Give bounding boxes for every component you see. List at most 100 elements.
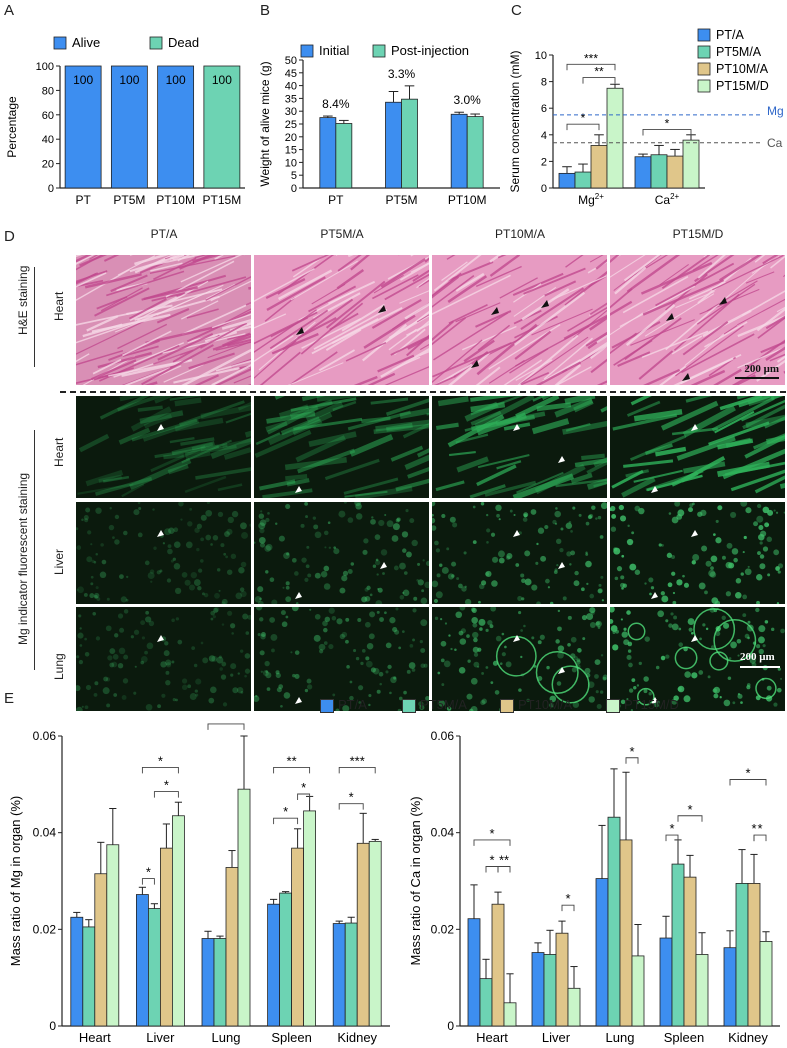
- fluor-fiber: [178, 400, 245, 426]
- y-tick-label: 0.04: [431, 826, 455, 840]
- fluor-dot: [95, 507, 102, 514]
- fluor-fiber: [373, 423, 429, 434]
- he-fiber: [760, 340, 785, 354]
- fluor-fiber: [390, 445, 424, 462]
- fluor-dot: [495, 504, 502, 512]
- fluor-fiber: [586, 478, 607, 490]
- fluor-dot: [747, 636, 750, 640]
- fluor-fiber: [244, 430, 251, 438]
- fluor-fiber: [171, 441, 215, 456]
- fluor-dot: [230, 553, 237, 560]
- fluor-dot: [470, 607, 476, 612]
- fluor-dot: [214, 592, 220, 599]
- fluor-fiber: [259, 479, 296, 491]
- fluor-dot: [300, 523, 305, 528]
- significance-bracket: [141, 766, 179, 774]
- he-fiber: [149, 255, 236, 274]
- fluor-dot: [515, 563, 520, 567]
- he-fiber: [463, 339, 495, 363]
- fluor-dot: [671, 698, 678, 705]
- he-fiber: [659, 365, 687, 385]
- he-fiber: [589, 255, 604, 263]
- fluor-dot: [91, 559, 95, 563]
- fluor-dot: [156, 570, 161, 575]
- fluor-dot: [278, 535, 285, 542]
- he-fiber: [684, 333, 725, 366]
- fluor-dot: [314, 613, 321, 620]
- he-fiber: [770, 255, 785, 269]
- fluor-fiber: [181, 439, 233, 464]
- fluor-dot: [440, 658, 445, 663]
- fluor-dot: [758, 625, 766, 633]
- he-fiber: [287, 362, 344, 385]
- he-fiber: [756, 307, 785, 332]
- fluor-vessel: [535, 651, 579, 695]
- fluor-dot: [621, 554, 625, 558]
- fluor-dot: [211, 655, 218, 662]
- fluor-dot: [626, 610, 631, 615]
- fluor-dot: [265, 670, 268, 673]
- fluor-vessel: [713, 618, 757, 662]
- he-fiber: [173, 366, 240, 384]
- he-fiber: [776, 306, 785, 313]
- y-tick-label: 35: [285, 93, 297, 105]
- fluor-dot: [120, 596, 127, 603]
- bar: [450, 113, 468, 189]
- fluor-fiber: [711, 396, 775, 432]
- he-fiber: [756, 359, 785, 382]
- fluor-dot: [117, 663, 124, 669]
- fluor-dot: [405, 509, 409, 513]
- y-tick-label: 2: [541, 156, 547, 168]
- fluor-dot: [562, 596, 567, 601]
- fluor-dot: [328, 643, 334, 650]
- fluor-dot: [84, 637, 87, 641]
- fluor-dot: [355, 513, 363, 520]
- fluor-fiber: [685, 396, 713, 403]
- fluor-dot: [291, 557, 297, 563]
- arrowhead-icon: [157, 530, 164, 537]
- fluor-dot: [346, 665, 350, 669]
- he-fiber: [76, 320, 145, 355]
- fluor-fiber: [564, 396, 596, 405]
- he-fiber: [380, 347, 429, 378]
- arrowhead-icon: [295, 697, 302, 704]
- fluor-fiber: [764, 416, 785, 429]
- fluor-dot: [342, 570, 349, 576]
- fluor-dot: [446, 706, 452, 711]
- fluor-dot: [715, 519, 719, 523]
- significance-bracket: [473, 839, 511, 846]
- fluor-dot: [595, 621, 600, 626]
- fluor-fiber: [308, 431, 357, 447]
- significance-label: *: [565, 891, 570, 906]
- he-fiber: [76, 268, 130, 301]
- significance-label: *: [349, 790, 354, 805]
- fluor-dot: [672, 600, 677, 604]
- fluor-dot: [568, 520, 572, 524]
- y-tick-label: 80: [42, 85, 54, 97]
- fluor-dot: [320, 570, 328, 578]
- fluor-fiber: [660, 400, 719, 431]
- x-tick-label: PT5M: [113, 193, 145, 207]
- x-tick-label: Liver: [146, 1030, 175, 1045]
- fluor-row-label-lung: Lung: [52, 653, 66, 680]
- fluor-dot: [473, 637, 478, 643]
- fluor-dot: [762, 546, 769, 552]
- he-fiber: [168, 288, 223, 304]
- legend-label: PT15M/D: [716, 79, 769, 93]
- he-fiber: [432, 320, 454, 342]
- he-fiber: [626, 255, 681, 293]
- fluor-dot: [276, 687, 282, 693]
- arrowhead-icon: [513, 530, 520, 537]
- fluor-fiber: [385, 398, 429, 417]
- fluor-dot: [242, 613, 249, 620]
- he-fiber: [194, 374, 220, 385]
- fluor-dot: [549, 601, 554, 604]
- fluor-dot: [740, 502, 748, 507]
- fluor-dot: [254, 695, 260, 702]
- fluor-dot: [304, 502, 308, 506]
- fluor-dot: [766, 685, 772, 691]
- he-fiber: [555, 366, 592, 385]
- fluor-dot: [106, 703, 111, 708]
- fluor-dot: [219, 667, 223, 671]
